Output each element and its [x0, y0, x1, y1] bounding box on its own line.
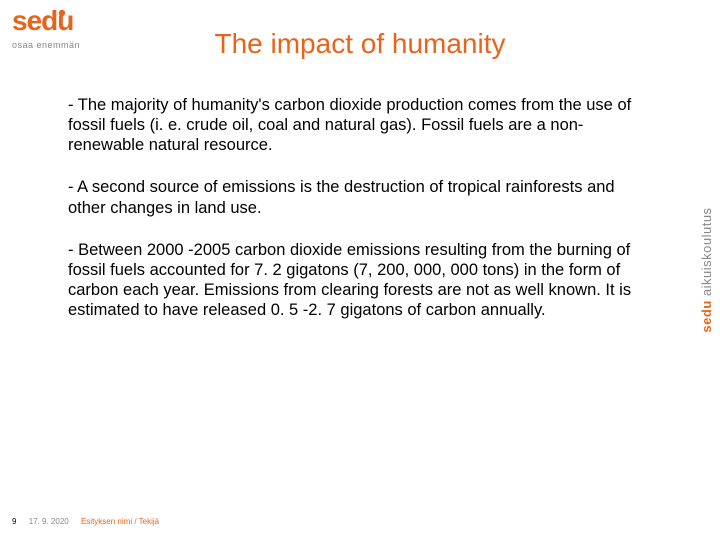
footer-author: Esityksen nimi / Tekijä — [81, 517, 159, 526]
footer-date: 17. 9. 2020 — [29, 517, 69, 526]
vertical-brand-sub: aikuiskoulutus — [699, 207, 714, 300]
vertical-brand-main: sedu — [699, 300, 714, 332]
footer: 9 17. 9. 2020 Esityksen nimi / Tekijä — [12, 517, 159, 526]
page-number: 9 — [12, 517, 16, 526]
vertical-brand: sedu aikuiskoulutus — [699, 207, 714, 332]
paragraph-1: - The majority of humanity's carbon diox… — [68, 95, 638, 155]
paragraph-3: - Between 2000 -2005 carbon dioxide emis… — [68, 240, 638, 321]
paragraph-2: - A second source of emissions is the de… — [68, 177, 638, 217]
page-title: The impact of humanity — [0, 28, 720, 60]
body-content: - The majority of humanity's carbon diox… — [68, 95, 638, 342]
